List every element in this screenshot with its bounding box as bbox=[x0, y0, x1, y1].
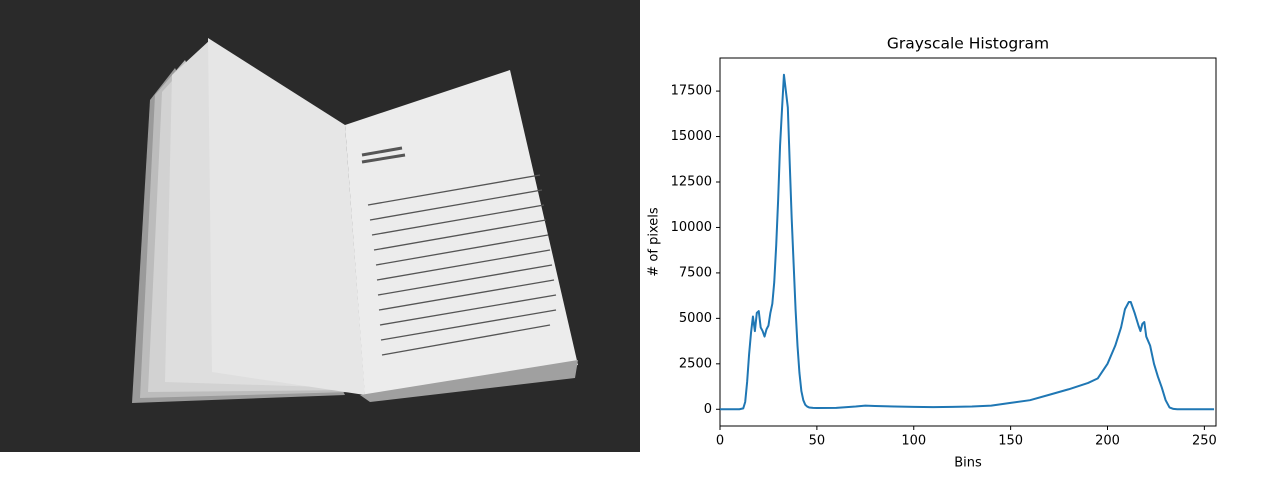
y-tick-label: 15000 bbox=[671, 129, 712, 144]
y-tick-label: 2500 bbox=[679, 356, 712, 371]
chart-title: Grayscale Histogram bbox=[887, 35, 1049, 53]
y-tick-label: 10000 bbox=[671, 220, 712, 235]
y-tick-label: 5000 bbox=[679, 311, 712, 326]
x-tick-label: 250 bbox=[1192, 434, 1217, 449]
x-tick-label: 150 bbox=[998, 434, 1023, 449]
x-tick-label: 100 bbox=[901, 434, 926, 449]
y-tick-label: 12500 bbox=[671, 175, 712, 190]
x-axis-label: Bins bbox=[954, 456, 982, 471]
y-axis-label: # of pixels bbox=[647, 207, 662, 276]
x-tick-label: 200 bbox=[1095, 434, 1120, 449]
histogram-line bbox=[720, 73, 1215, 411]
x-tick-label: 50 bbox=[809, 434, 826, 449]
book-photo bbox=[0, 0, 640, 452]
y-tick-label: 17500 bbox=[671, 84, 712, 99]
x-tick-label: 0 bbox=[716, 434, 724, 449]
plot-frame bbox=[719, 57, 1217, 427]
y-tick-label: 0 bbox=[704, 402, 712, 417]
y-tick-label: 7500 bbox=[679, 265, 712, 280]
